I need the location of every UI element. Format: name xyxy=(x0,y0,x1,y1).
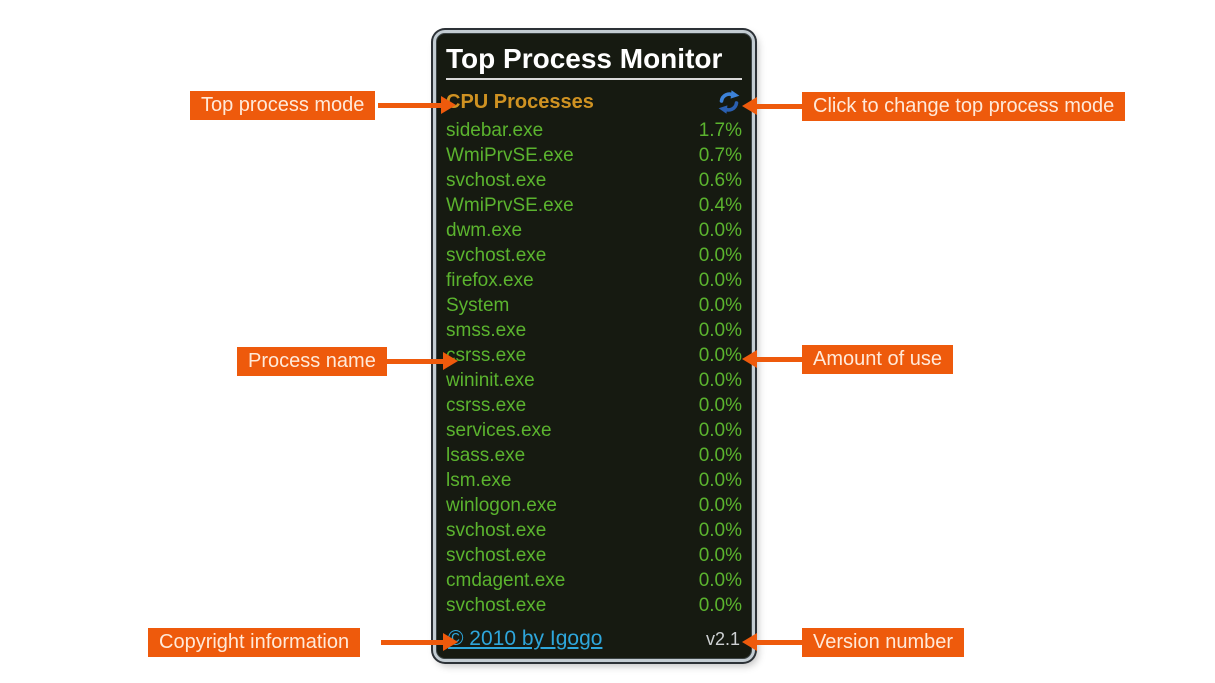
process-row: svchost.exe 0.6% xyxy=(446,168,742,193)
callout-version-number: Version number xyxy=(802,628,965,657)
process-list: sidebar.exe 1.7% WmiPrvSE.exe 0.7% svcho… xyxy=(446,118,742,618)
process-name-text: winlogon.exe xyxy=(446,494,557,516)
callout-arrow-line xyxy=(755,104,803,109)
callout-click-to-change-mode: Click to change top process mode xyxy=(802,92,1126,121)
refresh-icon[interactable] xyxy=(716,89,742,115)
process-row: svchost.exe 0.0% xyxy=(446,243,742,268)
process-name-text: svchost.exe xyxy=(446,244,547,266)
process-name-text: services.exe xyxy=(446,419,552,441)
process-row: smss.exe 0.0% xyxy=(446,318,742,343)
process-row: WmiPrvSE.exe 0.7% xyxy=(446,143,742,168)
process-usage-text: 0.7% xyxy=(698,144,742,166)
process-row: svchost.exe 0.0% xyxy=(446,543,742,568)
process-usage-text: 0.0% xyxy=(698,494,742,516)
process-usage-text: 0.0% xyxy=(698,569,742,591)
copyright-link[interactable]: © 2010 by Igogo xyxy=(448,627,603,650)
process-row: svchost.exe 0.0% xyxy=(446,518,742,543)
process-row: cmdagent.exe 0.0% xyxy=(446,568,742,593)
callout-arrow-head xyxy=(443,633,458,651)
process-name-text: wininit.exe xyxy=(446,369,535,391)
process-row: winlogon.exe 0.0% xyxy=(446,493,742,518)
process-usage-text: 0.0% xyxy=(698,419,742,441)
callout-arrow-line xyxy=(381,640,444,645)
process-usage-text: 0.0% xyxy=(698,369,742,391)
process-usage-text: 0.0% xyxy=(698,319,742,341)
callout-arrow-head xyxy=(742,633,757,651)
process-usage-text: 0.0% xyxy=(698,444,742,466)
process-usage-text: 0.0% xyxy=(698,519,742,541)
process-mode-label: CPU Processes xyxy=(446,90,594,113)
process-usage-text: 0.4% xyxy=(698,194,742,216)
process-name-text: System xyxy=(446,294,510,316)
process-name-text: lsass.exe xyxy=(446,444,526,466)
process-usage-text: 0.0% xyxy=(698,594,742,616)
process-row: lsm.exe 0.0% xyxy=(446,468,742,493)
callout-arrow-line xyxy=(755,357,803,362)
process-row: firefox.exe 0.0% xyxy=(446,268,742,293)
callout-arrow-line xyxy=(755,640,803,645)
process-usage-text: 0.0% xyxy=(698,269,742,291)
process-row: System 0.0% xyxy=(446,293,742,318)
process-usage-text: 0.0% xyxy=(698,219,742,241)
process-name-text: csrss.exe xyxy=(446,344,527,366)
process-usage-text: 1.7% xyxy=(698,119,742,141)
process-usage-text: 0.0% xyxy=(698,544,742,566)
callout-top-process-mode: Top process mode xyxy=(190,91,376,120)
process-name-text: WmiPrvSE.exe xyxy=(446,194,574,216)
callout-arrow-head xyxy=(742,97,757,115)
process-usage-text: 0.0% xyxy=(698,469,742,491)
process-name-text: smss.exe xyxy=(446,319,527,341)
process-row: csrss.exe 0.0% xyxy=(446,343,742,368)
process-row: sidebar.exe 1.7% xyxy=(446,118,742,143)
process-row: services.exe 0.0% xyxy=(446,418,742,443)
process-name-text: csrss.exe xyxy=(446,394,527,416)
process-row: WmiPrvSE.exe 0.4% xyxy=(446,193,742,218)
callout-process-name: Process name xyxy=(237,347,387,376)
top-process-monitor-widget: Top Process Monitor CPU Processes sideba… xyxy=(433,30,755,662)
process-row: lsass.exe 0.0% xyxy=(446,443,742,468)
callout-copyright-information: Copyright information xyxy=(148,628,361,657)
widget-title: Top Process Monitor xyxy=(446,41,742,80)
process-usage-text: 0.0% xyxy=(698,244,742,266)
callout-arrow-line xyxy=(375,359,444,364)
process-name-text: svchost.exe xyxy=(446,519,547,541)
process-row: wininit.exe 0.0% xyxy=(446,368,742,393)
widget-footer: © 2010 by Igogo v2.1 xyxy=(446,625,742,651)
callout-arrow-head xyxy=(441,96,456,114)
process-name-text: svchost.exe xyxy=(446,544,547,566)
process-row: dwm.exe 0.0% xyxy=(446,218,742,243)
process-name-text: WmiPrvSE.exe xyxy=(446,144,574,166)
process-usage-text: 0.0% xyxy=(698,394,742,416)
process-name-text: cmdagent.exe xyxy=(446,569,566,591)
process-row: svchost.exe 0.0% xyxy=(446,593,742,618)
callout-arrow-head xyxy=(443,352,458,370)
process-name-text: dwm.exe xyxy=(446,219,523,241)
process-usage-text: 0.0% xyxy=(698,294,742,316)
callout-amount-of-use: Amount of use xyxy=(802,345,953,374)
version-text: v2.1 xyxy=(705,629,740,649)
process-row: csrss.exe 0.0% xyxy=(446,393,742,418)
process-name-text: svchost.exe xyxy=(446,169,547,191)
callout-arrow-head xyxy=(742,350,757,368)
callout-arrow-line xyxy=(378,103,442,108)
mode-row: CPU Processes xyxy=(446,88,742,116)
process-name-text: svchost.exe xyxy=(446,594,547,616)
process-usage-text: 0.6% xyxy=(698,169,742,191)
process-name-text: firefox.exe xyxy=(446,269,534,291)
process-usage-text: 0.0% xyxy=(698,344,742,366)
process-name-text: lsm.exe xyxy=(446,469,512,491)
process-name-text: sidebar.exe xyxy=(446,119,544,141)
